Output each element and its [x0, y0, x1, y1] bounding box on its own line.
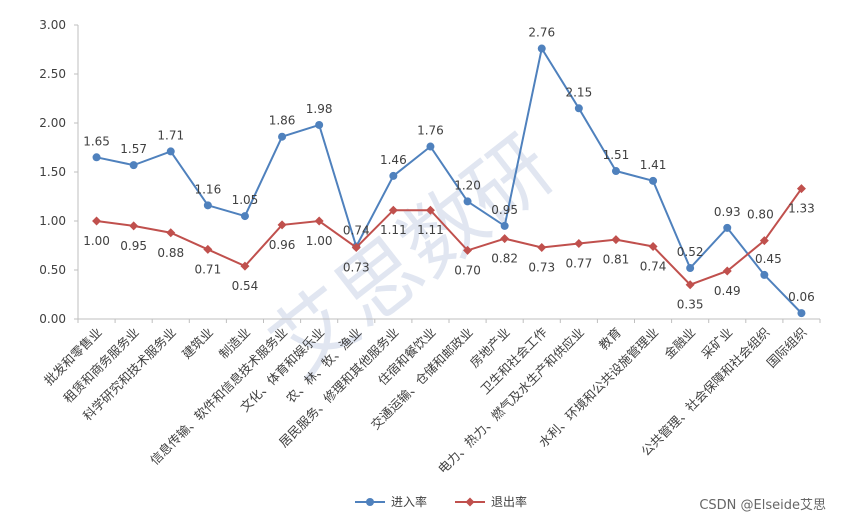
x-category-label: 教育	[596, 325, 624, 353]
exit-rate-data-label: 0.71	[194, 262, 221, 276]
exit-rate-data-label: 0.73	[343, 260, 370, 274]
exit-rate-data-label: 1.00	[306, 234, 333, 248]
x-category-label: 国际组织	[764, 325, 810, 371]
entry-rate-data-label: 1.46	[380, 153, 407, 167]
credit-text: CSDN @Elseide艾思	[699, 498, 826, 513]
exit-rate-point	[574, 239, 584, 249]
entry-rate-data-label: 0.45	[755, 252, 782, 266]
exit-rate-point	[425, 205, 435, 215]
entry-rate-point	[389, 171, 398, 180]
exit-rate-point	[759, 236, 769, 246]
entry-rate-point	[723, 223, 732, 232]
x-category-label: 建筑业	[179, 325, 216, 362]
x-category-label: 信息传输、软件和信息技术服务业	[147, 325, 290, 468]
exit-rate-data-label: 0.49	[714, 284, 741, 298]
exit-rate-data-label: 0.96	[269, 238, 296, 252]
entry-rate-data-label: 1.57	[120, 142, 147, 156]
legend-exit-rate-label: 退出率	[491, 494, 527, 509]
exit-rate-point	[722, 266, 732, 276]
entry-rate-point	[760, 270, 769, 279]
entry-rate-point	[797, 309, 806, 318]
entry-rate-point	[649, 176, 658, 185]
exit-rate-point	[796, 184, 806, 194]
entry-rate-data-label: 0.52	[677, 245, 704, 259]
entry-rate-data-label: 2.76	[528, 26, 555, 40]
exit-rate-data-label: 0.74	[640, 259, 667, 273]
exit-rate-point	[166, 228, 176, 238]
exit-rate-point	[611, 235, 621, 245]
entry-rate-data-label: 1.65	[83, 134, 110, 148]
exit-rate-point	[203, 244, 213, 254]
exit-rate-point	[92, 216, 102, 226]
exit-rate-point	[685, 280, 695, 290]
exit-rate-point	[277, 220, 287, 230]
entry-rate-point	[240, 212, 249, 221]
exit-rate-point	[351, 242, 361, 252]
entry-rate-data-label: 1.98	[306, 102, 333, 116]
entry-rate-point	[463, 197, 472, 206]
y-tick-label: 3.00	[39, 18, 66, 32]
entry-rate-point	[500, 221, 509, 230]
exit-rate-data-label: 0.35	[677, 298, 704, 312]
entry-rate-point	[278, 132, 287, 141]
exit-rate-data-label: 0.88	[157, 246, 184, 260]
entry-rate-point	[92, 153, 101, 162]
entry-rate-data-label: 0.95	[491, 203, 518, 217]
exit-rate-data-label: 1.33	[788, 202, 815, 216]
entry-rate-data-label: 0.74	[343, 223, 370, 237]
entry-rate-data-label: 0.93	[714, 205, 741, 219]
exit-rate-data-label: 1.11	[417, 223, 444, 237]
y-tick-label: 2.50	[39, 67, 66, 81]
entry-rate-data-label: 1.20	[454, 178, 481, 192]
exit-rate-point	[463, 245, 473, 255]
entry-rate-data-label: 2.15	[565, 85, 592, 99]
entry-rate-data-label: 1.51	[603, 148, 630, 162]
legend-marker	[366, 498, 374, 506]
entry-rate-point	[426, 142, 435, 151]
legend-marker	[465, 497, 475, 507]
exit-rate-data-label: 0.95	[120, 239, 147, 253]
entry-rate-data-label: 1.05	[232, 193, 259, 207]
x-category-label: 金融业	[661, 325, 698, 362]
exit-rate-data-label: 0.82	[491, 252, 518, 266]
entry-rate-point	[129, 161, 138, 170]
y-tick-label: 0.50	[39, 263, 66, 277]
exit-rate-point	[314, 216, 324, 226]
exit-rate-point	[129, 221, 139, 231]
entry-rate-point	[611, 167, 620, 176]
entry-rate-data-label: 0.06	[788, 290, 815, 304]
entry-rate-point	[315, 120, 324, 129]
entry-rate-point	[166, 147, 175, 156]
entry-rate-point	[203, 201, 212, 210]
exit-rate-point	[500, 234, 510, 244]
entry-rate-point	[686, 264, 695, 273]
entry-rate-data-label: 1.41	[640, 158, 667, 172]
entry-rate-data-label: 1.71	[157, 128, 184, 142]
exit-rate-data-label: 0.54	[232, 279, 259, 293]
exit-rate-data-label: 0.80	[747, 208, 774, 222]
series-entry-rate-line	[96, 45, 803, 314]
entry-rate-data-label: 1.86	[269, 114, 296, 128]
series-exit-rate-line	[96, 188, 803, 286]
y-tick-label: 1.00	[39, 214, 66, 228]
exit-rate-data-label: 0.70	[454, 263, 481, 277]
exit-rate-point	[388, 205, 398, 215]
entry-rate-point	[574, 104, 583, 113]
exit-rate-point	[240, 261, 250, 271]
y-tick-label: 0.00	[39, 312, 66, 326]
exit-rate-data-label: 0.81	[603, 253, 630, 267]
exit-rate-data-label: 1.00	[83, 234, 110, 248]
legend-entry-rate-label: 进入率	[391, 494, 427, 509]
entry-rate-data-label: 1.16	[194, 182, 221, 196]
exit-rate-data-label: 1.11	[380, 223, 407, 237]
exit-rate-point	[537, 242, 547, 252]
exit-rate-point	[648, 241, 658, 251]
exit-rate-data-label: 0.73	[528, 260, 555, 274]
y-tick-label: 2.00	[39, 116, 66, 130]
exit-rate-data-label: 0.77	[565, 257, 592, 271]
y-tick-label: 1.50	[39, 165, 66, 179]
entry-rate-point	[537, 44, 546, 53]
entry-rate-data-label: 1.76	[417, 124, 444, 138]
